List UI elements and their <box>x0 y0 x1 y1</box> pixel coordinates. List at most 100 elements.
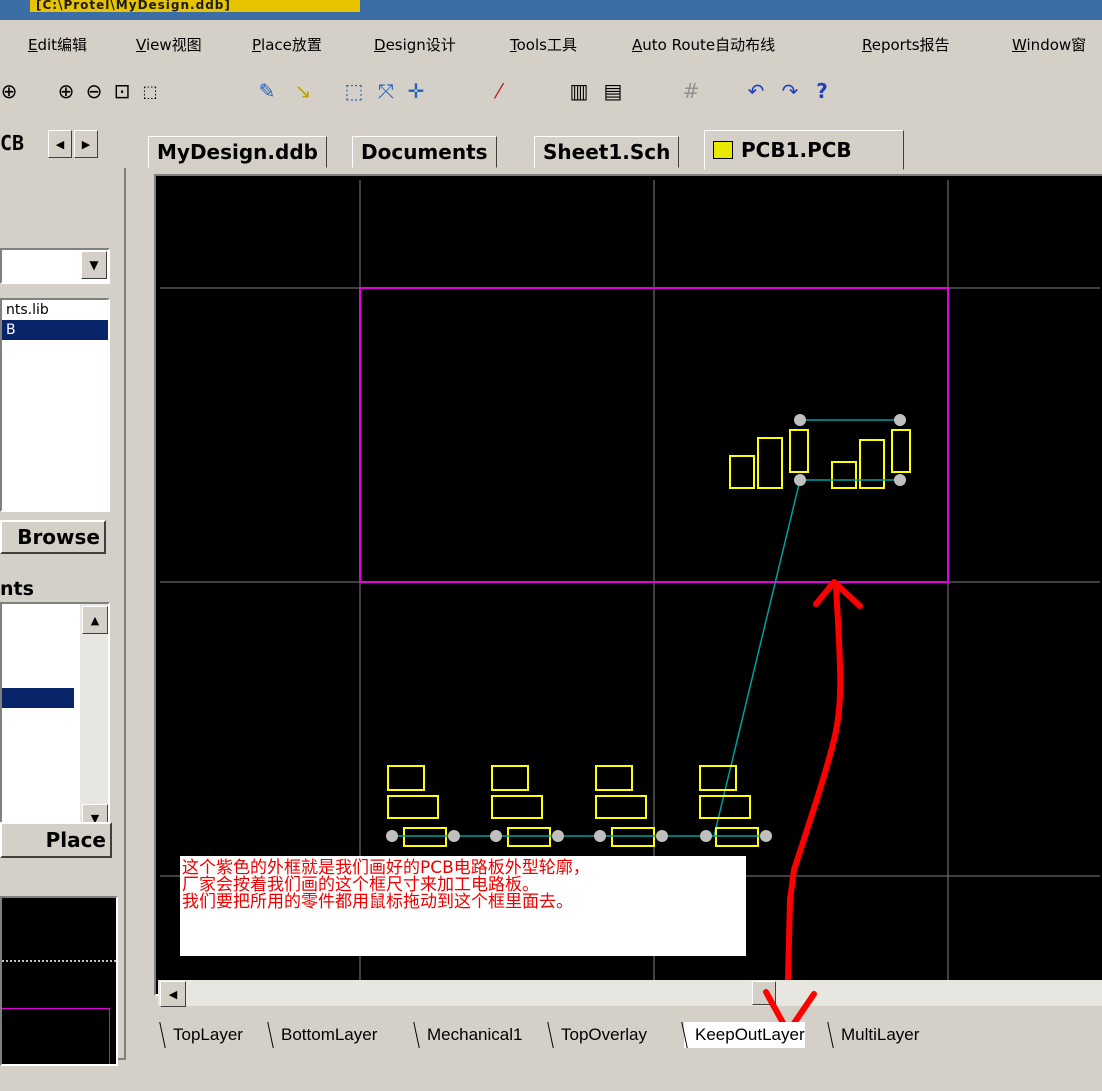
document-area: MyDesign.ddb Documents Sheet1.Sch PCB1.P… <box>144 122 1102 1060</box>
lower-components <box>387 765 759 847</box>
pad <box>552 830 564 842</box>
component-body <box>891 429 911 473</box>
layer-tab-multi[interactable]: MultiLayer <box>830 1022 919 1048</box>
tab-pcb1[interactable]: PCB1.PCB <box>704 130 904 170</box>
chevron-down-icon[interactable]: ▼ <box>81 251 107 279</box>
pcb-document-icon <box>713 141 733 159</box>
annotation-note: 这个紫色的外框就是我们画好的PCB电路板外型轮廓， 厂家会按着我们画的这个框尺寸… <box>180 856 746 956</box>
title-bar: [C:\Protel\MyDesign.ddb] <box>0 0 1102 20</box>
tab-documents[interactable]: Documents <box>352 136 497 168</box>
tab-pcb1-label: PCB1.PCB <box>741 138 852 162</box>
pad <box>760 830 772 842</box>
list-item[interactable]: B <box>2 320 108 340</box>
upper-components <box>729 429 911 489</box>
zoom-select-icon[interactable]: ⬚ <box>142 81 158 101</box>
place-button[interactable]: Place <box>0 822 112 858</box>
red-double-arrow <box>785 579 863 983</box>
pad <box>594 830 606 842</box>
layer-tab-bottom[interactable]: BottomLayer <box>270 1022 377 1048</box>
library-icon[interactable]: ▥ <box>569 79 589 103</box>
upper-ratsnest <box>713 419 900 837</box>
layer-tab-mechanical1[interactable]: Mechanical1 <box>416 1022 522 1048</box>
browse-button[interactable]: Browse <box>0 520 106 554</box>
component-scrollbar[interactable]: ▲ ▼ <box>80 604 108 834</box>
menu-design[interactable]: Design设计 <box>374 36 456 54</box>
component-body <box>699 765 737 791</box>
pad <box>490 830 502 842</box>
component-body <box>789 429 809 473</box>
component-body <box>611 827 655 847</box>
title-strip <box>30 0 360 12</box>
tab-sheet1[interactable]: Sheet1.Sch <box>534 136 680 168</box>
component-body <box>699 795 751 819</box>
help-icon[interactable]: ? <box>816 79 828 103</box>
zoom-out-icon[interactable]: ⊖ <box>85 79 103 103</box>
component-body <box>387 765 425 791</box>
pad <box>700 830 712 842</box>
fit-icon[interactable]: ⊕ <box>0 79 18 103</box>
tab-right-arrow-icon[interactable]: ▶ <box>74 130 98 158</box>
component-list[interactable]: ▲ ▼ <box>0 602 110 836</box>
lower-pads <box>386 830 772 842</box>
component-body <box>507 827 551 847</box>
menu-place[interactable]: Place放置 <box>252 36 322 54</box>
menu-reports[interactable]: Reports报告 <box>862 36 950 54</box>
pad <box>794 474 806 486</box>
pcb-canvas-frame: 这个紫色的外框就是我们画好的PCB电路板外型轮廓， 厂家会按着我们画的这个框尺寸… <box>154 174 1102 996</box>
panel-tab-label[interactable]: CB <box>0 128 44 158</box>
component-body <box>491 795 543 819</box>
pad <box>894 474 906 486</box>
deselect-icon[interactable]: ⤧ <box>378 79 394 103</box>
menu-auto-route[interactable]: Auto Route自动布线 <box>632 36 776 54</box>
component-body <box>387 795 439 819</box>
component-body <box>595 765 633 791</box>
route-icon[interactable]: ↘ <box>294 79 312 103</box>
components-label: nts <box>0 578 34 600</box>
tab-left-arrow-icon[interactable]: ◀ <box>48 130 72 158</box>
move-icon[interactable]: ✛ <box>407 79 425 103</box>
layer-tab-top-overlay[interactable]: TopOverlay <box>550 1022 647 1048</box>
horizontal-scrollbar[interactable]: ◀ <box>158 980 1102 1007</box>
component-body <box>595 795 647 819</box>
list-item[interactable] <box>2 688 74 708</box>
menu-bar: Edit编辑 View视图 Place放置 Design设计 Tools工具 A… <box>0 22 1102 66</box>
pad <box>386 830 398 842</box>
component-body <box>403 827 447 847</box>
browse-icon[interactable]: ▤ <box>603 79 623 103</box>
menu-tools[interactable]: Tools工具 <box>510 36 577 54</box>
upper-pads <box>794 414 906 486</box>
pad <box>656 830 668 842</box>
undo-icon[interactable]: ↶ <box>747 79 765 103</box>
window-title: [C:\Protel\MyDesign.ddb] <box>36 0 231 12</box>
redo-icon[interactable]: ↷ <box>781 79 799 103</box>
scroll-left-icon[interactable]: ◀ <box>160 981 186 1007</box>
menu-window[interactable]: Window窗 <box>1012 36 1087 54</box>
pcb-canvas[interactable]: 这个紫色的外框就是我们画好的PCB电路板外型轮廓， 厂家会按着我们画的这个框尺寸… <box>160 180 1100 984</box>
note-line: 我们要把所用的零件都用鼠标拖动到这个框里面去。 <box>182 892 573 912</box>
grid-icon[interactable]: # <box>682 79 700 103</box>
wand-icon[interactable]: ⁄ <box>497 79 501 103</box>
component-body <box>729 455 755 489</box>
note-line: 这个紫色的外框就是我们画好的PCB电路板外型轮廓， <box>182 858 590 878</box>
library-combo[interactable]: ▼ <box>0 248 110 284</box>
list-item[interactable]: nts.lib <box>6 302 49 318</box>
layer-tab-top[interactable]: TopLayer <box>162 1022 243 1048</box>
arrow-shaft <box>785 583 844 983</box>
zoom-area-icon[interactable]: ⊡ <box>113 79 131 103</box>
menu-view[interactable]: View视图 <box>136 36 202 54</box>
menu-edit[interactable]: Edit编辑 <box>28 36 88 54</box>
library-list[interactable]: nts.lib B <box>0 298 110 512</box>
board-outline <box>359 287 949 583</box>
ratsnest-line <box>713 479 801 837</box>
wire-icon[interactable]: ✎ <box>258 79 276 103</box>
tab-mydesign[interactable]: MyDesign.ddb <box>148 136 327 168</box>
board-minimap[interactable] <box>0 896 118 1066</box>
toolbar: ⊕ ⊕ ⊖ ⊡ ⬚ ✎ ↘ ⬚ ⤧ ✛ ⁄ ▥ ▤ # ↶ ↷ ? <box>0 66 1102 116</box>
pad <box>894 414 906 426</box>
scroll-up-icon[interactable]: ▲ <box>82 606 108 634</box>
zoom-in-icon[interactable]: ⊕ <box>57 79 75 103</box>
layer-tab-keepout[interactable]: KeepOutLayer <box>684 1022 805 1048</box>
select-icon[interactable]: ⬚ <box>344 79 364 103</box>
component-body <box>757 437 783 489</box>
pad <box>794 414 806 426</box>
